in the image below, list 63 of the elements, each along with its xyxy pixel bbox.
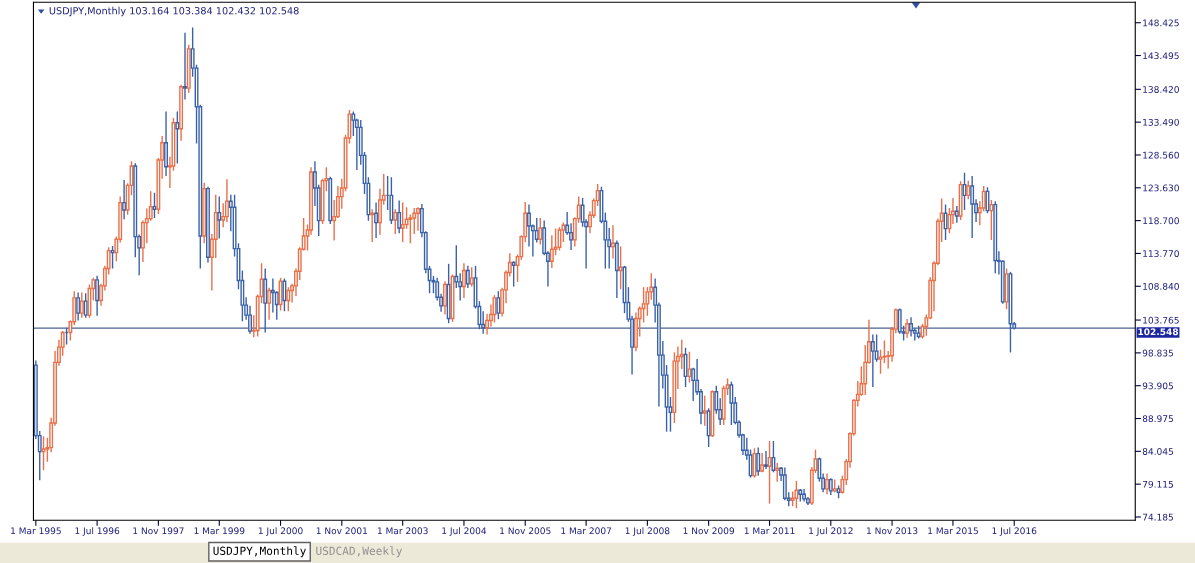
- y-tick-label: 88.975: [1142, 415, 1173, 423]
- x-tick-label: 1 Nov 2005: [500, 527, 551, 535]
- y-tick-label: 133.490: [1143, 118, 1179, 126]
- x-tick-label: 1 Mar 2003: [377, 527, 428, 535]
- candlestick: [882, 340, 887, 364]
- candlestick: [443, 281, 447, 315]
- x-tick-label: 1 Nov 2009: [683, 527, 735, 535]
- x-tick-label: 1 Mar 1999: [194, 527, 245, 535]
- candlestick: [496, 291, 501, 320]
- x-tick-label: 1 Jul 2008: [625, 527, 670, 536]
- x-tick-label: 1 Jul 2012: [809, 527, 853, 536]
- x-tick-label: 1 Mar 2011: [744, 527, 795, 535]
- y-tick-label: 84.045: [1142, 448, 1173, 455]
- candlestick: [282, 278, 287, 312]
- y-tick-label: 98.835: [1142, 349, 1173, 357]
- chart-title: USDJPY,Monthly 103.164 103.384 102.432 102.548: [49, 6, 299, 17]
- x-tick-label: 1 Jul 2004: [442, 527, 487, 536]
- candlestick: [527, 204, 531, 247]
- x-tick-label: 1 Mar 1995: [11, 527, 61, 535]
- y-tick-label: 108.840: [1143, 282, 1179, 290]
- y-tick-label: 123.630: [1143, 184, 1179, 192]
- x-tick-label: 1 Jul 1996: [75, 527, 120, 536]
- y-tick-label: 148.425: [1143, 19, 1179, 27]
- ref-line-label: 102.548: [1138, 328, 1179, 336]
- candlestick: [641, 287, 646, 323]
- candlestick: [970, 175, 975, 238]
- x-tick-label: 1 Nov 1997: [133, 527, 184, 535]
- x-tick-label: 1 Nov 2001: [316, 527, 367, 535]
- y-tick-label: 113.770: [1143, 250, 1179, 257]
- y-tick-label: 143.495: [1143, 52, 1179, 60]
- text: USDCAD,Weekly: [316, 546, 403, 558]
- candlestick: [764, 450, 768, 469]
- candlestick: [79, 292, 84, 318]
- candlestick: [374, 202, 379, 238]
- y-tick-label: 79.115: [1142, 480, 1173, 488]
- y-tick-label: 103.765: [1143, 316, 1179, 324]
- candlestick: [164, 111, 168, 177]
- candlestick: [462, 263, 466, 298]
- candlestick: [95, 275, 100, 316]
- candlestick: [870, 334, 875, 388]
- x-tick-label: 1 Nov 2013: [867, 527, 918, 535]
- y-tick-label: 128.560: [1143, 151, 1179, 159]
- x-tick-label: 1 Mar 2015: [928, 527, 978, 535]
- candlestick: [416, 207, 420, 231]
- candlestick: [771, 440, 776, 473]
- y-tick-label: 74.185: [1142, 513, 1173, 521]
- candlestick: [687, 351, 692, 383]
- candlestick: [825, 473, 829, 495]
- candlestick: [217, 196, 222, 239]
- candlestick: [397, 200, 402, 234]
- candlestick: [351, 111, 356, 137]
- candlestick: [400, 202, 405, 242]
- y-tick-label: 118.700: [1143, 217, 1179, 225]
- candlestick: [465, 265, 470, 288]
- y-tick-label: 138.420: [1143, 86, 1179, 93]
- x-tick-label: 1 Jul 2000: [258, 527, 303, 536]
- text: USDJPY,Monthly: [213, 546, 306, 558]
- y-tick-label: 93.905: [1142, 382, 1173, 390]
- candlestick: [878, 349, 883, 374]
- x-tick-label: 1 Jul 2016: [992, 527, 1037, 536]
- candlestick: [76, 292, 81, 321]
- x-tick-label: 1 Mar 2007: [561, 527, 612, 535]
- candlestick: [729, 381, 734, 426]
